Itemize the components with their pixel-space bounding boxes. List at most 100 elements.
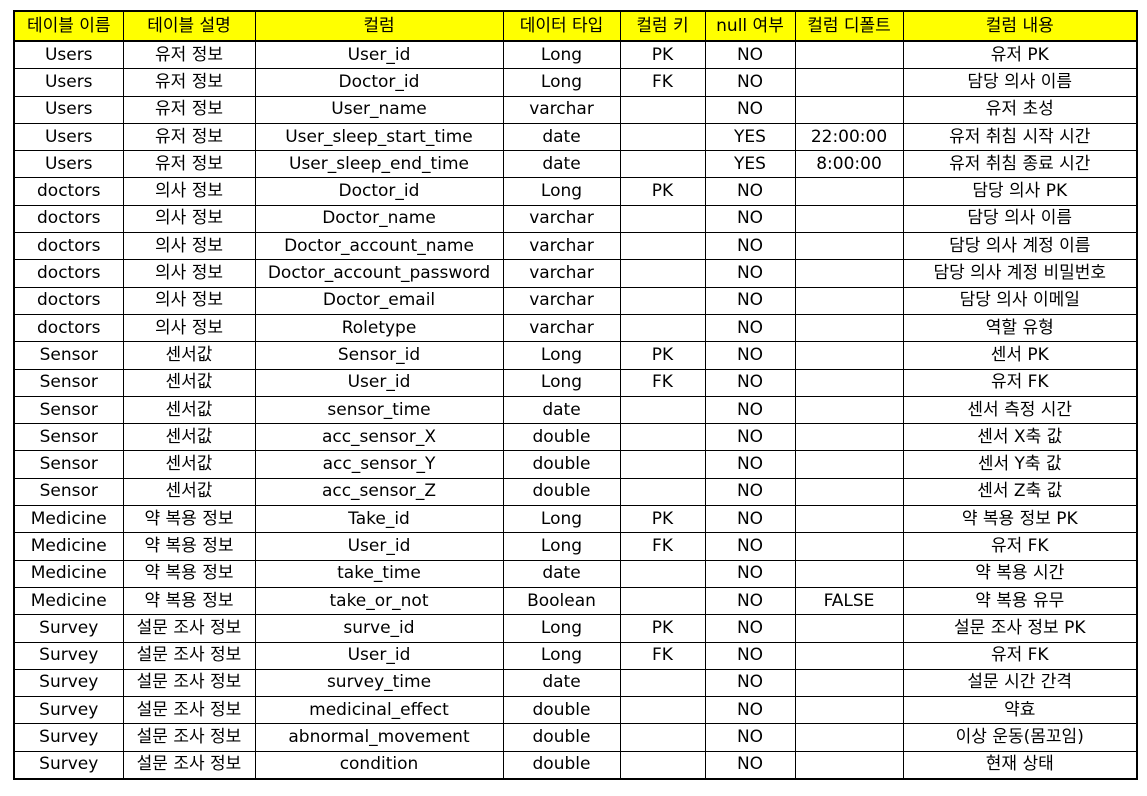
cell-table-name: doctors: [13, 232, 124, 261]
cell-column-default: [794, 505, 904, 534]
cell-column-key: PK: [619, 341, 706, 370]
header-column-key: 컬럼 키: [619, 10, 706, 42]
cell-column: medicinal_effect: [254, 696, 504, 725]
cell-column-key: PK: [619, 40, 706, 70]
header-table-description: 테이블 설명: [122, 10, 256, 42]
cell-table-description: 센서값: [122, 477, 256, 507]
cell-table-name: Medicine: [13, 586, 124, 616]
cell-nullable: NO: [704, 286, 796, 315]
table-row: Users 유저 정보 User_id Long PK NO 유저 PK: [13, 40, 1138, 70]
cell-data-type: Long: [502, 368, 621, 397]
cell-column-default: [794, 477, 904, 507]
cell-data-type: Long: [502, 505, 621, 534]
table-row: Survey 설문 조사 정보 survey_time date NO 설문 시간 간격: [13, 668, 1138, 698]
cell-column-content: 역할 유형: [902, 313, 1138, 343]
cell-data-type: double: [502, 450, 621, 479]
cell-column-content: 설문 시간 간격: [902, 668, 1138, 698]
table-row: Sensor 센서값 Sensor_id Long PK NO 센서 PK: [13, 341, 1138, 370]
cell-column-key: [619, 696, 706, 725]
cell-nullable: NO: [704, 723, 796, 752]
cell-column-content: 유저 FK: [902, 641, 1138, 670]
cell-table-name: Users: [13, 122, 124, 152]
cell-table-description: 설문 조사 정보: [122, 668, 256, 698]
cell-table-name: doctors: [13, 204, 124, 234]
cell-nullable: NO: [704, 68, 796, 97]
table-row: Survey 설문 조사 정보 abnormal_movement double NO 이…: [13, 723, 1138, 752]
cell-column-key: [619, 423, 706, 452]
cell-column-default: [794, 668, 904, 698]
cell-column-default: [794, 450, 904, 479]
cell-column: Doctor_account_name: [254, 232, 504, 261]
cell-column-default: [794, 395, 904, 425]
cell-column-content: 약 복용 정보 PK: [902, 505, 1138, 534]
cell-column: Doctor_id: [254, 177, 504, 206]
table-row: doctors 의사 정보 Doctor_id Long PK NO 담당 의사 PK: [13, 177, 1138, 206]
cell-column-content: 센서 X축 값: [902, 423, 1138, 452]
cell-column-key: [619, 477, 706, 507]
header-row: 테이블 이름 테이블 설명 컬럼 데이터 타입 컬럼 키 null 여부 컬럼 …: [13, 10, 1138, 42]
cell-table-description: 의사 정보: [122, 204, 256, 234]
cell-table-description: 의사 정보: [122, 177, 256, 206]
cell-table-name: Sensor: [13, 368, 124, 397]
cell-table-name: Sensor: [13, 423, 124, 452]
cell-table-description: 약 복용 정보: [122, 559, 256, 588]
cell-column-default: [794, 368, 904, 397]
cell-table-name: Survey: [13, 696, 124, 725]
cell-data-type: Long: [502, 614, 621, 643]
cell-column: Sensor_id: [254, 341, 504, 370]
cell-column: User_id: [254, 641, 504, 670]
cell-table-name: Medicine: [13, 559, 124, 588]
table-row: Survey 설문 조사 정보 surve_id Long PK NO 설문 조사 정보 P…: [13, 614, 1138, 643]
cell-column: Doctor_name: [254, 204, 504, 234]
cell-column: User_id: [254, 40, 504, 70]
cell-nullable: NO: [704, 477, 796, 507]
cell-column-key: FK: [619, 368, 706, 397]
cell-column-content: 담당 의사 이름: [902, 68, 1138, 97]
cell-column-default: [794, 204, 904, 234]
cell-column-content: 유저 취침 시작 시간: [902, 122, 1138, 152]
table-spec-grid: 테이블 이름 테이블 설명 컬럼 데이터 타입 컬럼 키 null 여부 컬럼 …: [13, 10, 1138, 781]
cell-table-description: 센서값: [122, 423, 256, 452]
cell-column: condition: [254, 750, 504, 781]
cell-column-content: 유저 FK: [902, 368, 1138, 397]
cell-table-description: 의사 정보: [122, 259, 256, 288]
cell-column-key: [619, 750, 706, 781]
cell-column-default: [794, 259, 904, 288]
cell-nullable: YES: [704, 122, 796, 152]
cell-data-type: double: [502, 723, 621, 752]
cell-column-content: 이상 운동(몸꼬임): [902, 723, 1138, 752]
cell-column-content: 센서 측정 시간: [902, 395, 1138, 425]
table-row: Sensor 센서값 acc_sensor_X double NO 센서 X축 값: [13, 423, 1138, 452]
table-row: doctors 의사 정보 Doctor_account_name varchar NO…: [13, 232, 1138, 261]
table-row: doctors 의사 정보 Doctor_name varchar NO 담당 의사 이름: [13, 204, 1138, 234]
cell-nullable: NO: [704, 532, 796, 561]
cell-column-content: 센서 Z축 값: [902, 477, 1138, 507]
cell-table-description: 약 복용 정보: [122, 586, 256, 616]
cell-column: take_time: [254, 559, 504, 588]
cell-nullable: NO: [704, 313, 796, 343]
table-row: Users 유저 정보 User_sleep_end_time date YES 8:00…: [13, 150, 1138, 179]
cell-column-content: 약 복용 유무: [902, 586, 1138, 616]
cell-table-description: 센서값: [122, 450, 256, 479]
table-row: Sensor 센서값 User_id Long FK NO 유저 FK: [13, 368, 1138, 397]
cell-column-default: [794, 696, 904, 725]
cell-column-default: [794, 423, 904, 452]
cell-table-name: Medicine: [13, 532, 124, 561]
cell-column-key: FK: [619, 68, 706, 97]
cell-column: abnormal_movement: [254, 723, 504, 752]
cell-table-description: 의사 정보: [122, 286, 256, 315]
cell-column-default: [794, 750, 904, 781]
cell-table-description: 약 복용 정보: [122, 505, 256, 534]
cell-table-name: Survey: [13, 723, 124, 752]
cell-nullable: NO: [704, 368, 796, 397]
cell-table-name: doctors: [13, 286, 124, 315]
cell-column-content: 담당 의사 계정 이름: [902, 232, 1138, 261]
cell-nullable: NO: [704, 395, 796, 425]
cell-column: sensor_time: [254, 395, 504, 425]
cell-column-default: [794, 95, 904, 124]
cell-nullable: NO: [704, 641, 796, 670]
cell-table-description: 설문 조사 정보: [122, 750, 256, 781]
cell-nullable: NO: [704, 259, 796, 288]
cell-column: User_name: [254, 95, 504, 124]
cell-nullable: NO: [704, 696, 796, 725]
